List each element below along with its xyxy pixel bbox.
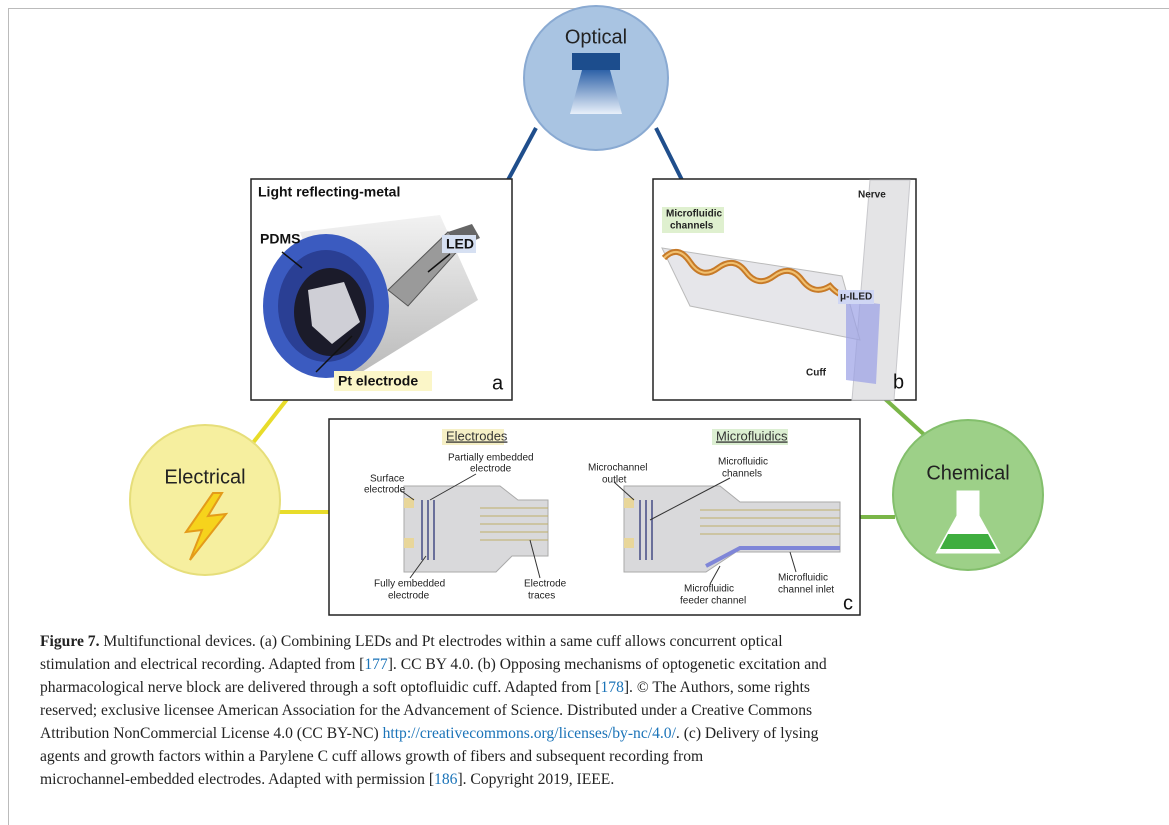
caption-text: Multifunctional devices. (a) Combining L… — [99, 633, 782, 650]
panel-label: traces — [528, 591, 555, 602]
caption-link[interactable]: 178 — [600, 679, 623, 696]
panel-label: feeder channel — [680, 596, 746, 607]
caption-text: ]. CC BY 4.0. (b) Opposing mechanisms of… — [388, 656, 827, 673]
panel-label: Microchannel — [588, 463, 647, 474]
panel-label: Electrodes — [446, 428, 508, 443]
panel-label: Microfluidic — [666, 209, 723, 220]
node-label: Electrical — [164, 466, 245, 488]
panel-label: Light reflecting-metal — [258, 184, 400, 200]
caption-line: reserved; exclusive licensee American As… — [40, 699, 1150, 722]
panel-label: Nerve — [858, 190, 886, 201]
caption-link[interactable]: http://creativecommons.org/licenses/by-n… — [383, 725, 676, 742]
panel-label: Cuff — [806, 368, 827, 379]
caption-link[interactable]: 177 — [364, 656, 387, 673]
caption-text: pharmacological nerve block are delivere… — [40, 679, 600, 696]
caption-text: . (c) Delivery of lysing — [676, 725, 818, 742]
caption-text: Figure 7. — [40, 633, 99, 650]
panel-label: Electrode — [524, 579, 567, 590]
panel-label: electrode — [364, 485, 406, 496]
caption-line: Figure 7. Multifunctional devices. (a) C… — [40, 630, 1150, 653]
panel-label: PDMS — [260, 231, 300, 247]
electrical-node: Electrical — [130, 425, 280, 575]
caption-text: ]. © The Authors, some rights — [624, 679, 810, 696]
caption-line: pharmacological nerve block are delivere… — [40, 676, 1150, 699]
panel-letter: b — [893, 371, 904, 393]
caption-line: agents and growth factors within a Paryl… — [40, 745, 1150, 768]
panel-label: Partially embedded — [448, 453, 534, 464]
caption-text: reserved; exclusive licensee American As… — [40, 702, 812, 719]
panel-a: Light reflecting-metal PDMS LED Pt elect… — [251, 179, 512, 400]
panel-label: Pt electrode — [338, 373, 418, 389]
panel-label: channels — [670, 221, 714, 232]
node-label: Optical — [565, 26, 627, 48]
caption-text: microchannel-embedded electrodes. Adapte… — [40, 771, 434, 788]
panel-label: electrode — [470, 464, 512, 475]
panel-label: Microfluidics — [716, 428, 788, 443]
caption-line: Attribution NonCommercial License 4.0 (C… — [40, 722, 1150, 745]
caption-text: Attribution NonCommercial License 4.0 (C… — [40, 725, 383, 742]
panel-c: Electrodes Microfluidics Surface electro… — [329, 419, 860, 615]
chemical-node: Chemical — [893, 420, 1043, 570]
panel-label: Surface — [370, 474, 405, 485]
panel-label: Microfluidic — [684, 584, 734, 595]
panel-letter: c — [843, 592, 853, 614]
panel-letter: a — [492, 372, 504, 394]
page: Optical Electrical Chemical Light reflec… — [0, 0, 1169, 825]
caption-line: stimulation and electrical recording. Ad… — [40, 653, 1150, 676]
panel-label: outlet — [602, 475, 627, 486]
panel-label: channel inlet — [778, 585, 834, 596]
panel-label: Fully embedded — [374, 579, 445, 590]
node-label: Chemical — [926, 462, 1009, 484]
figure-caption: Figure 7. Multifunctional devices. (a) C… — [40, 630, 1150, 791]
caption-text: ]. Copyright 2019, IEEE. — [457, 771, 614, 788]
optical-node: Optical — [524, 6, 668, 150]
panel-label: Microfluidic — [778, 573, 828, 584]
panel-label: μ-ILED — [840, 292, 872, 303]
caption-line: microchannel-embedded electrodes. Adapte… — [40, 768, 1150, 791]
panel-label: LED — [446, 236, 474, 252]
caption-text: agents and growth factors within a Paryl… — [40, 748, 703, 765]
panel-label: Microfluidic — [718, 457, 768, 468]
panel-label: electrode — [388, 591, 430, 602]
panel-b: Nerve Microfluidic channels μ-ILED Cuff … — [653, 179, 916, 400]
figure: Optical Electrical Chemical Light reflec… — [0, 0, 1169, 625]
caption-link[interactable]: 186 — [434, 771, 457, 788]
panel-label: channels — [722, 469, 762, 480]
caption-text: stimulation and electrical recording. Ad… — [40, 656, 364, 673]
